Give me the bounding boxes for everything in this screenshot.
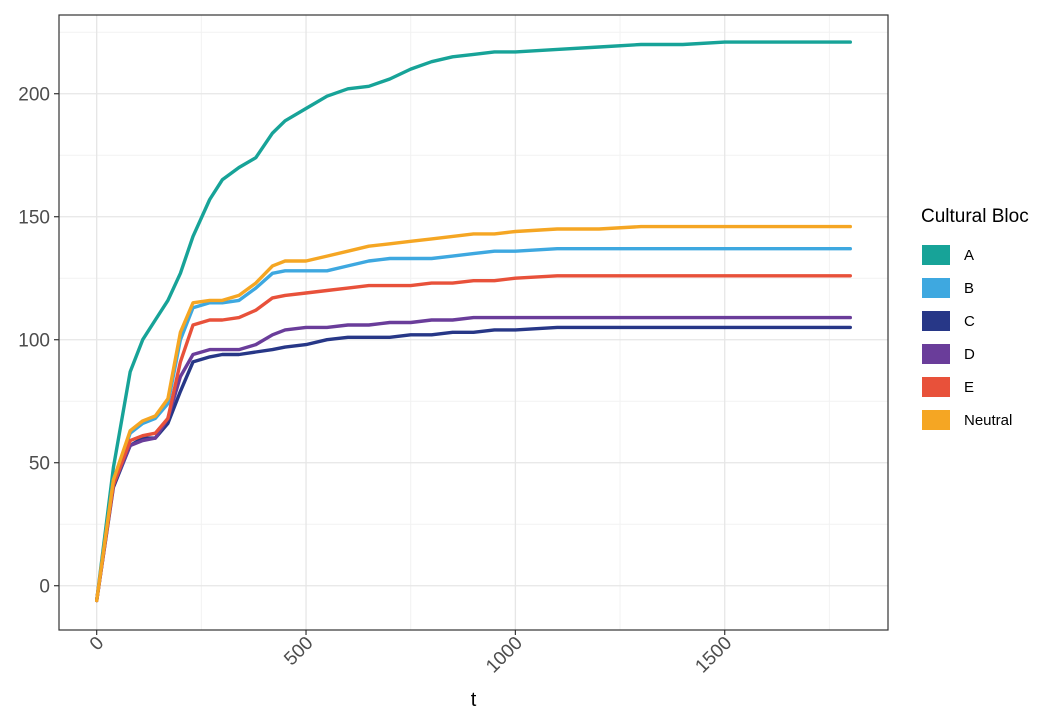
grid-layer	[59, 15, 888, 630]
panel-border	[58, 14, 889, 631]
y-tick-label: 150	[18, 208, 50, 229]
x-tick-label: 1500	[692, 633, 737, 678]
series-line-d	[94, 315, 852, 603]
legend-label-e: E	[964, 379, 974, 396]
series-line-neutral	[94, 224, 852, 603]
series-layer	[94, 40, 852, 603]
legend-swatch-b	[922, 278, 950, 298]
legend-swatch-c	[922, 311, 950, 331]
legend-label-d: D	[964, 346, 975, 363]
x-tick-label: 500	[280, 633, 317, 670]
y-tick-label: 50	[29, 454, 50, 475]
legend-label-neutral: Neutral	[964, 412, 1012, 429]
y-tick-label: 100	[18, 331, 50, 352]
y-axis: 0 50 100 150 200	[18, 85, 59, 598]
legend-title: Cultural Bloc	[921, 206, 1029, 227]
x-axis: 0 500 1000 1500	[86, 630, 736, 677]
series-line-c	[94, 325, 852, 603]
series-line-e	[94, 274, 852, 603]
x-axis-title: t	[471, 689, 477, 711]
x-tick-label: 1000	[482, 633, 527, 678]
legend-label-b: B	[964, 280, 974, 297]
legend-swatch-d	[922, 344, 950, 364]
x-tick-label: 0	[86, 633, 108, 655]
legend-label-c: C	[964, 313, 975, 330]
legend-label-a: A	[964, 247, 974, 264]
legend-swatch-a	[922, 245, 950, 265]
series-line-a	[94, 40, 852, 603]
legend-swatch-neutral	[922, 410, 950, 430]
y-tick-label: 200	[18, 85, 50, 106]
y-tick-label: 0	[39, 577, 50, 598]
legend-swatch-e	[922, 377, 950, 397]
